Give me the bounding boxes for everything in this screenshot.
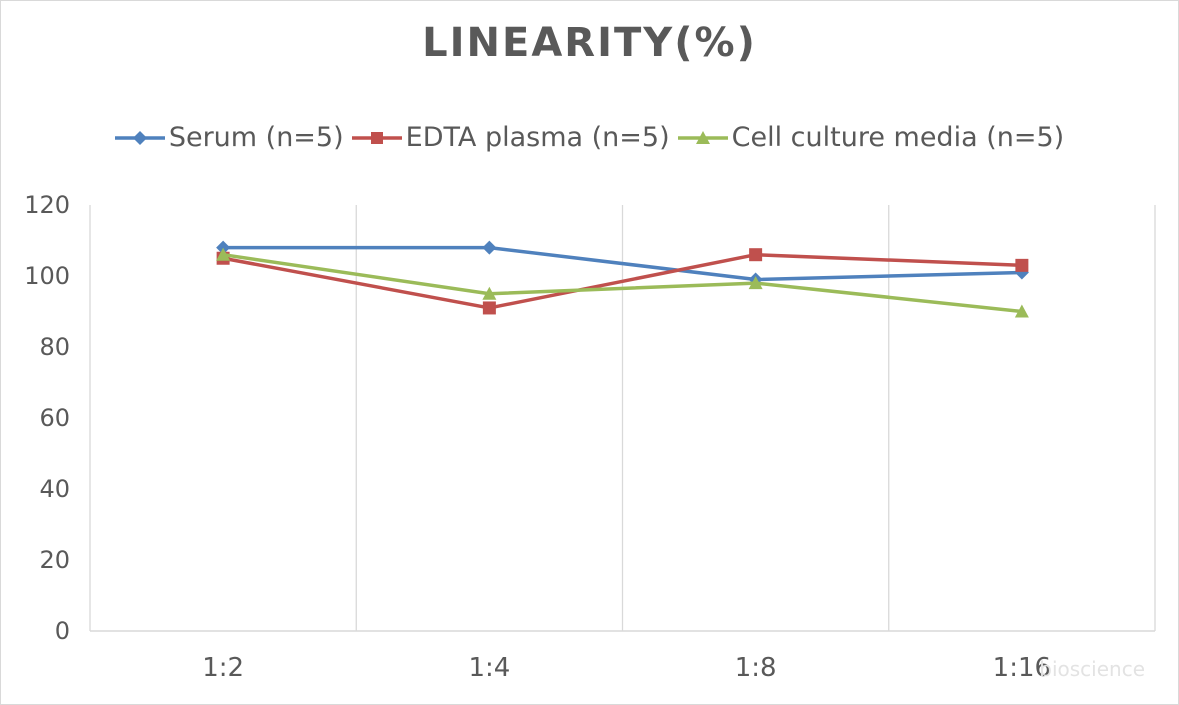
y-tick-label: 120 (24, 191, 70, 219)
legend-label-cell-culture-media: Cell culture media (n=5) (731, 122, 1065, 153)
data-point-marker (749, 248, 763, 262)
series-line (222, 252, 1023, 314)
data-point-marker (216, 247, 231, 261)
data-point-marker (482, 240, 497, 255)
x-tick-label: 1:8 (735, 653, 777, 683)
chart-legend: Serum (n=5) EDTA plasma (n=5) Cell cultu… (0, 122, 1179, 153)
legend-swatch-edta-plasma (351, 131, 402, 144)
y-tick-label: 60 (39, 404, 70, 432)
data-point-marker (1015, 258, 1029, 272)
data-point-marker (1014, 304, 1029, 318)
data-point-marker (482, 301, 496, 315)
y-tick-label: 40 (39, 475, 70, 503)
x-tick-label: 1:2 (202, 653, 244, 683)
legend-label-edta-plasma: EDTA plasma (n=5) (405, 122, 670, 153)
legend-item-serum: Serum (n=5) (114, 122, 344, 153)
y-tick-label: 100 (24, 262, 70, 290)
series-line (223, 245, 1022, 282)
data-point-marker (482, 286, 497, 300)
x-tick-label: 1:4 (468, 653, 510, 683)
legend-swatch-cell-culture-media (677, 130, 728, 144)
watermark-text: bioscience (1039, 657, 1145, 681)
data-point-marker (748, 276, 763, 290)
x-tick-label: 1:16 (993, 653, 1051, 683)
legend-swatch-serum (114, 130, 165, 145)
y-tick-label: 20 (39, 546, 70, 574)
y-tick-label: 80 (39, 333, 70, 361)
legend-item-cell-culture-media: Cell culture media (n=5) (677, 122, 1065, 153)
data-point-marker (216, 240, 231, 255)
legend-label-serum: Serum (n=5) (168, 122, 344, 153)
chart-title: LINEARITY(%) (422, 20, 757, 66)
legend-item-edta-plasma: EDTA plasma (n=5) (351, 122, 670, 153)
y-tick-label: 0 (55, 617, 70, 645)
series-line (222, 252, 1022, 310)
